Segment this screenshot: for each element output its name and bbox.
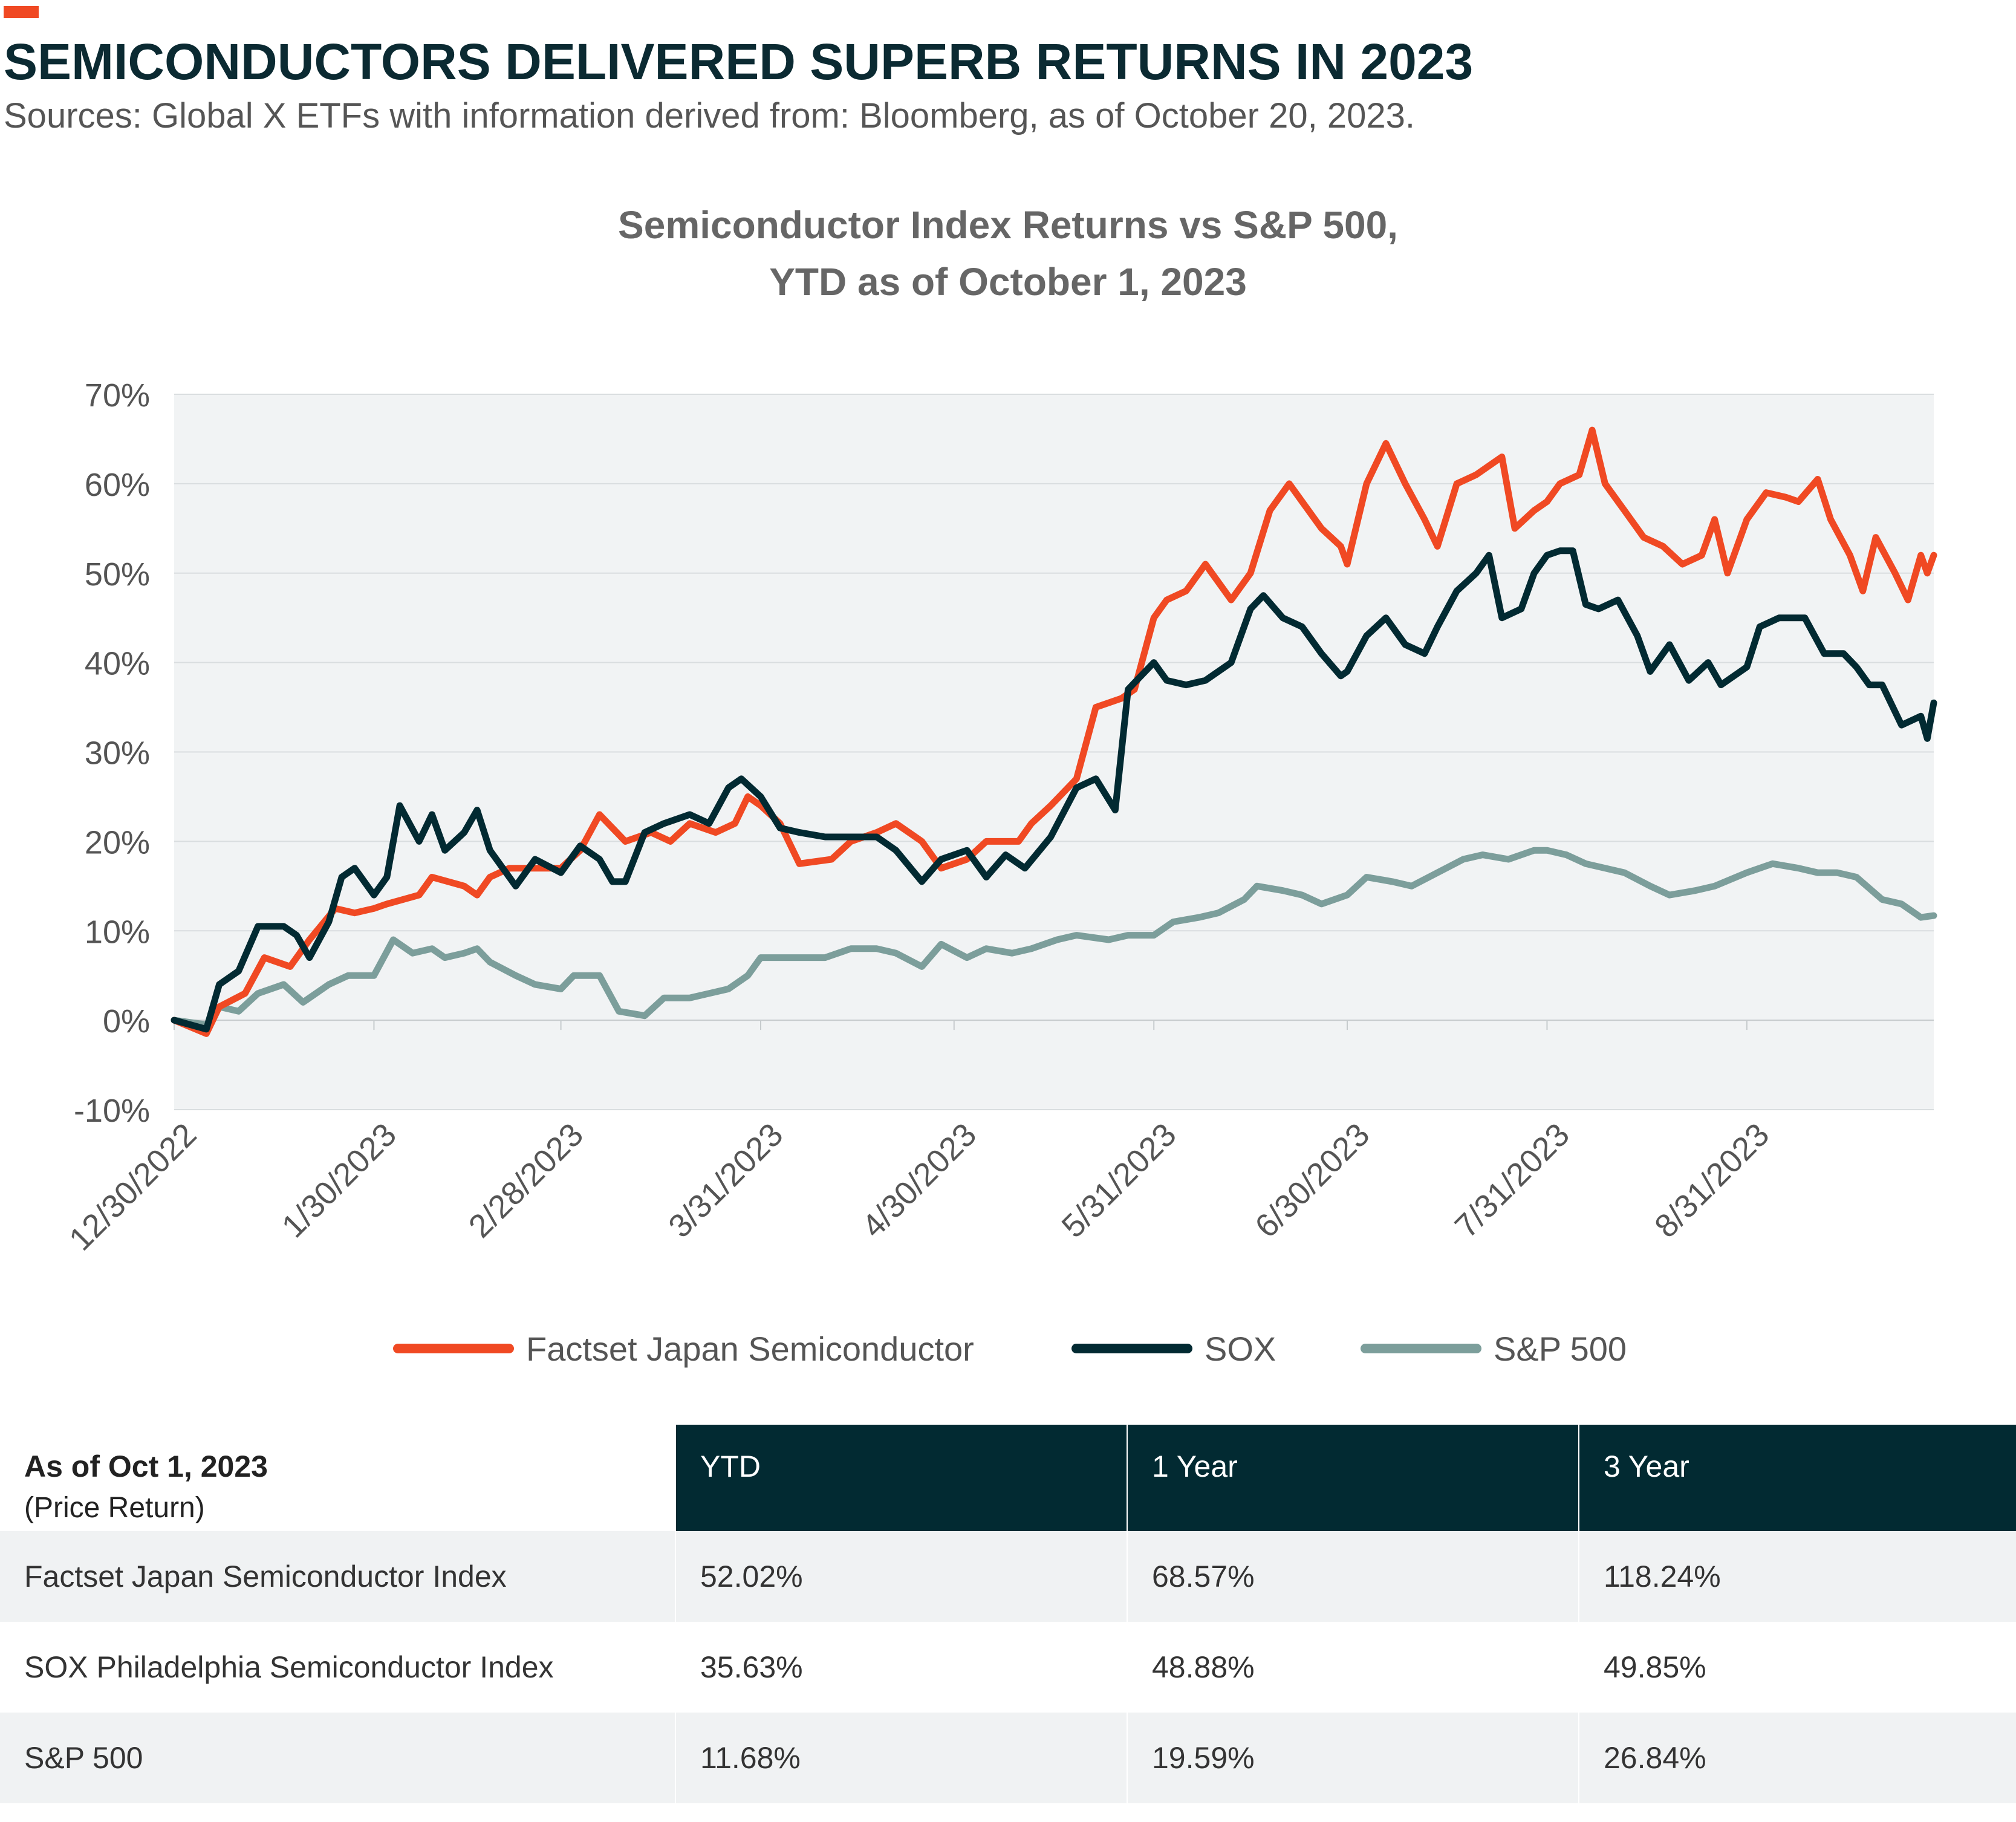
chart-title-line-2: YTD as of October 1, 2023 <box>769 260 1247 304</box>
y-tick-label: 20% <box>85 824 150 861</box>
table-row: S&P 500 11.68% 19.59% 26.84% <box>0 1713 2016 1803</box>
cell-ytd: 52.02% <box>675 1531 1127 1622</box>
series-line-sp500 <box>171 847 1937 1028</box>
cell-1-year: 68.57% <box>1127 1531 1579 1622</box>
legend-swatch-sox <box>1071 1344 1192 1353</box>
line-chart: -10% 0% 10% 20% 30% 40% 50% 60% 70% 12/30/2022 1/3… <box>62 377 1937 1258</box>
table-price-return-label: (Price Return) <box>24 1492 205 1524</box>
table-corner-header: As of Oct 1, 2023 (Price Return) <box>0 1425 675 1531</box>
series-line-factset <box>171 426 1937 1037</box>
accent-bar <box>4 6 39 18</box>
y-tick-label: 70% <box>85 377 150 414</box>
cell-1-year: 19.59% <box>1127 1713 1579 1803</box>
cell-ytd: 11.68% <box>675 1713 1127 1803</box>
x-tick-label: 8/31/2023 <box>1648 1116 1776 1244</box>
column-header-ytd: YTD <box>675 1425 1127 1531</box>
y-tick-label: 0% <box>103 1003 150 1040</box>
legend-item-sox: SOX <box>1071 1324 1276 1373</box>
row-label: S&P 500 <box>0 1713 675 1803</box>
cell-3-year: 118.24% <box>1578 1531 2016 1622</box>
main-title: SEMICONDUCTORS DELIVERED SUPERB RETURNS … <box>4 33 1474 90</box>
y-tick-label: -10% <box>74 1093 150 1129</box>
table-as-of-label: As of Oct 1, 2023 <box>24 1449 268 1483</box>
legend-label-sp500: S&P 500 <box>1494 1329 1627 1368</box>
x-tick-label: 1/30/2023 <box>275 1116 403 1244</box>
x-tick-label: 6/30/2023 <box>1248 1116 1376 1244</box>
x-tick-label: 7/31/2023 <box>1448 1116 1576 1244</box>
legend-label-factset: Factset Japan Semiconductor <box>526 1329 974 1368</box>
table-header-row: As of Oct 1, 2023 (Price Return) YTD 1 Y… <box>0 1425 2016 1531</box>
table-row: Factset Japan Semiconductor Index 52.02%… <box>0 1531 2016 1622</box>
chart-legend: Factset Japan Semiconductor SOX S&P 500 <box>0 1324 2016 1373</box>
legend-swatch-sp500 <box>1361 1344 1481 1353</box>
column-header-3-year: 3 Year <box>1578 1425 2016 1531</box>
row-label: SOX Philadelphia Semiconductor Index <box>0 1622 675 1713</box>
chart-title-line-1: Semiconductor Index Returns vs S&P 500, <box>618 203 1398 247</box>
chart-title: Semiconductor Index Returns vs S&P 500, … <box>0 197 2016 310</box>
x-tick-label: 4/30/2023 <box>855 1116 983 1244</box>
x-tick-label: 2/28/2023 <box>462 1116 590 1244</box>
sources-note: Sources: Global X ETFs with information … <box>4 96 1415 135</box>
cell-ytd: 35.63% <box>675 1622 1127 1713</box>
returns-table: As of Oct 1, 2023 (Price Return) YTD 1 Y… <box>0 1425 2016 1803</box>
x-tick-label: 3/31/2023 <box>662 1116 790 1244</box>
y-tick-label: 40% <box>85 646 150 682</box>
cell-1-year: 48.88% <box>1127 1622 1579 1713</box>
series-line-sox <box>171 547 1937 1033</box>
y-tick-label: 30% <box>85 735 150 772</box>
legend-item-sp500: S&P 500 <box>1361 1324 1627 1373</box>
legend-item-factset: Factset Japan Semiconductor <box>393 1324 974 1373</box>
legend-label-sox: SOX <box>1205 1329 1276 1368</box>
y-tick-label: 10% <box>85 914 150 950</box>
y-tick-label: 50% <box>85 556 150 593</box>
cell-3-year: 49.85% <box>1578 1622 2016 1713</box>
legend-swatch-factset <box>393 1344 514 1353</box>
cell-3-year: 26.84% <box>1578 1713 2016 1803</box>
x-tick-label: 5/31/2023 <box>1055 1116 1183 1244</box>
row-label: Factset Japan Semiconductor Index <box>0 1531 675 1622</box>
y-tick-label: 60% <box>85 467 150 503</box>
column-header-1-year: 1 Year <box>1127 1425 1579 1531</box>
x-tick-label: 12/30/2022 <box>62 1116 204 1258</box>
table-row: SOX Philadelphia Semiconductor Index 35.… <box>0 1622 2016 1713</box>
